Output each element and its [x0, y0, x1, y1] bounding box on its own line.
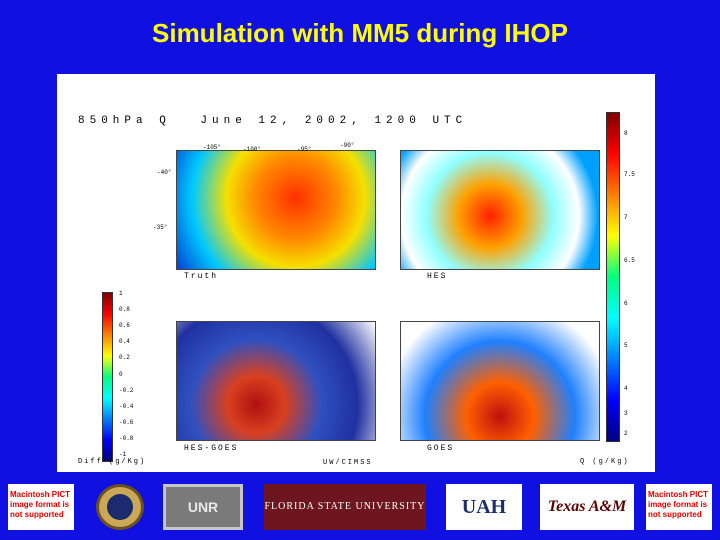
lon-tick: -90° [340, 142, 355, 149]
colorbar-tick: 6.5 [624, 257, 635, 264]
colorbar-units-diff: Diff (g/Kg) [78, 458, 147, 466]
colorbar-tick: -0.4 [119, 403, 134, 410]
footer-divider [57, 470, 655, 472]
unr-logo: UNR [163, 484, 243, 530]
lon-tick: -95° [297, 146, 312, 153]
pict-placeholder-left: Macintosh PICT image format is not suppo… [8, 484, 74, 530]
lon-tick: -105° [203, 144, 222, 151]
colorbar-tick: 0.6 [119, 322, 130, 329]
colorbar-tick: 7.5 [624, 171, 635, 178]
tamu-logo: Texas A&M [540, 484, 634, 530]
figure-credit: UW/CIMSS [323, 459, 373, 467]
colorbar-tick: 1 [119, 290, 123, 297]
map-goes [400, 321, 600, 441]
lat-tick: -40° [157, 169, 172, 176]
colorbar-tick: 8 [624, 130, 628, 137]
map-truth [176, 150, 376, 270]
colorbar-tick: 0.4 [119, 338, 130, 345]
colorbar-tick: 0 [119, 371, 123, 378]
map-label-hes: HES [427, 272, 448, 281]
map-hes [400, 150, 600, 270]
slide-title: Simulation with MM5 during IHOP [152, 18, 568, 48]
colorbar-tick: -0.2 [119, 387, 134, 394]
lat-tick: -35° [153, 224, 168, 231]
seal-icon [107, 494, 133, 520]
colorbar-q [606, 112, 620, 442]
header-datetime: June 12, 2002, 1200 UTC [200, 115, 468, 127]
figure-panel: 850hPa Q June 12, 2002, 1200 UTC Truth H… [57, 74, 655, 471]
navy-seal-logo [96, 484, 144, 530]
map-hes-goes [176, 321, 376, 441]
lon-tick: -100° [243, 146, 262, 153]
colorbar-tick: 0.8 [119, 306, 130, 313]
colorbar-tick: -0.8 [119, 435, 134, 442]
fsu-logo: FLORIDA STATE UNIVERSITY [264, 484, 426, 530]
colorbar-tick: -0.6 [119, 419, 134, 426]
map-label-truth: Truth [184, 272, 219, 281]
colorbar-diff [102, 292, 113, 462]
colorbar-tick: 7 [624, 214, 628, 221]
colorbar-tick: 0.2 [119, 354, 130, 361]
figure-header: 850hPa Q June 12, 2002, 1200 UTC [78, 115, 485, 127]
colorbar-units-q: Q (g/Kg) [580, 458, 630, 466]
header-variable: 850hPa Q [78, 115, 171, 127]
colorbar-tick: 2 [624, 430, 628, 437]
map-label-goes: GOES [427, 444, 455, 453]
map-label-hes-goes: HES-GOES [184, 444, 239, 453]
logo-strip: Macintosh PICT image format is not suppo… [0, 484, 720, 534]
uah-logo: UAH [446, 484, 522, 530]
colorbar-tick: 4 [624, 385, 628, 392]
colorbar-tick: 6 [624, 300, 628, 307]
pict-placeholder-right: Macintosh PICT image format is not suppo… [646, 484, 712, 530]
colorbar-tick: 5 [624, 342, 628, 349]
colorbar-tick: 3 [624, 410, 628, 417]
colorbar-tick: -1 [119, 451, 127, 458]
